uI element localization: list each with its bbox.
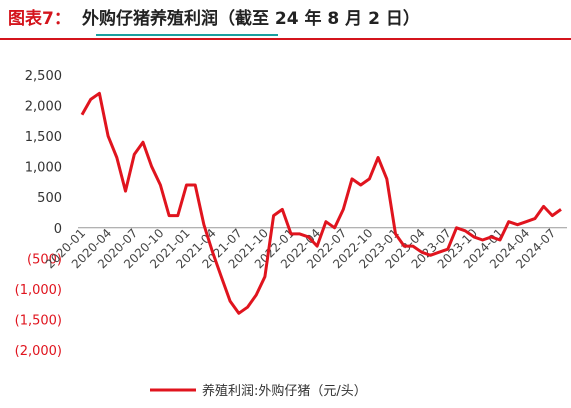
y-tick-label: 1,000 (25, 161, 62, 176)
y-tick-label: (1,000) (15, 283, 62, 298)
y-tick-label: (500) (27, 252, 62, 267)
y-tick-label: 2,500 (25, 69, 62, 84)
data-line (80, 91, 562, 315)
chart-title: 外购仔猪养殖利润（截至 24 年 8 月 2 日） (82, 8, 420, 29)
y-tick-label: 500 (37, 191, 62, 206)
y-tick-label: (1,500) (15, 313, 62, 328)
legend-label: 养殖利润:外购仔猪（元/头） (202, 383, 367, 399)
y-tick-label: 0 (54, 222, 62, 237)
y-tick-label: 2,000 (25, 100, 62, 115)
y-tick-label: (2,000) (15, 344, 62, 359)
chart-label: 图表7： (8, 8, 71, 29)
y-tick-label: 1,500 (25, 130, 62, 145)
